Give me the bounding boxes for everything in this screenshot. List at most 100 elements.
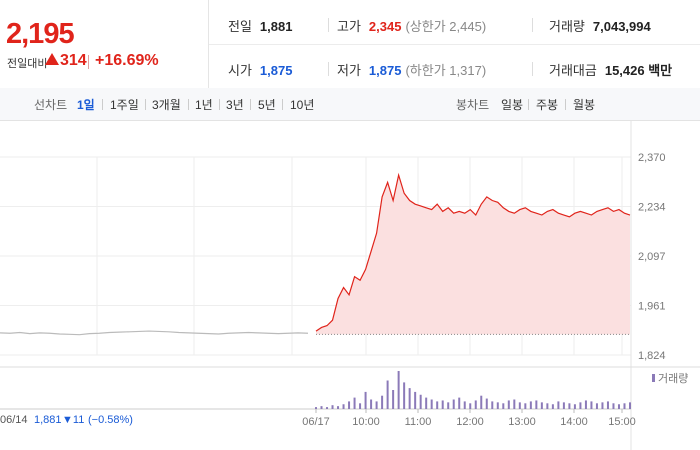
volume-bar	[397, 371, 400, 409]
volume-bar	[425, 397, 428, 409]
volume-bar	[573, 404, 576, 409]
volume-bar	[557, 401, 560, 409]
candle-chart-label: 봉차트	[456, 98, 490, 112]
divider	[565, 99, 566, 110]
volume-bar	[540, 402, 543, 409]
divider	[282, 99, 283, 110]
x-tick-label: 13:00	[508, 416, 536, 428]
day-low: 저가 1,875 (하한가 1,317)	[337, 63, 487, 78]
volume-bar	[606, 401, 609, 409]
tab-5y[interactable]: 5년	[258, 98, 276, 112]
line-chart-label: 선차트	[34, 98, 68, 112]
tab-daily-candle[interactable]: 일봉	[501, 98, 524, 112]
volume-bar	[452, 399, 455, 409]
volume-bar	[370, 399, 373, 409]
volume-bar	[584, 400, 587, 409]
volume-legend: 거래량	[658, 372, 688, 385]
divider	[88, 55, 89, 69]
volume-bar	[463, 401, 466, 409]
tab-10y[interactable]: 10년	[290, 98, 315, 112]
open-price: 시가 1,875	[228, 63, 293, 78]
volume-bar	[359, 403, 362, 409]
volume-bar	[507, 400, 510, 409]
y-tick-label: 2,097	[638, 251, 666, 263]
change-value: 314	[60, 52, 87, 69]
volume-bar	[381, 395, 384, 409]
volume-bar	[601, 402, 604, 409]
volume-bar	[524, 403, 527, 409]
quote-header: 2,195 전일대비 314 +16.69% 전일 1,881 고가 2,345 (상…	[0, 0, 700, 89]
volume-bar	[331, 405, 334, 409]
volume-bar	[414, 391, 417, 409]
change-percent: +16.69%	[95, 52, 159, 69]
tab-1w[interactable]: 1주일	[110, 98, 139, 112]
divider	[532, 62, 533, 76]
volume-bar	[458, 397, 461, 409]
volume-bar	[485, 398, 488, 409]
day-high: 고가 2,345 (상한가 2,445)	[337, 19, 487, 34]
current-price: 2,195	[6, 18, 75, 50]
y-tick-label: 1,961	[638, 301, 666, 313]
price-chart[interactable]: 2,370 2,234 2,097 1,961 1,824 거래량 06/17 10:00 11…	[0, 121, 700, 450]
volume-bar	[617, 404, 620, 409]
prev-day-close: 1,881	[34, 414, 62, 426]
volume-bar	[568, 403, 571, 409]
prev-day-change: ▼11	[62, 414, 85, 426]
tab-monthly-candle[interactable]: 월봉	[573, 98, 596, 112]
volume-bar	[480, 395, 483, 409]
volume-bar	[595, 403, 598, 409]
volume-bar	[629, 402, 631, 409]
volume-bar	[326, 407, 329, 409]
volume-bar	[491, 401, 494, 409]
series-area-today	[316, 175, 630, 335]
tab-3y[interactable]: 3년	[226, 98, 244, 112]
trade-amount: 거래대금 15,426 백만	[549, 63, 673, 78]
price-summary: 2,195 전일대비 314 +16.69%	[0, 0, 209, 88]
volume-bar	[590, 401, 593, 409]
volume-bar	[529, 401, 532, 409]
y-tick-label: 2,370	[638, 152, 666, 164]
volume-bar	[364, 391, 367, 409]
y-tick-label: 1,824	[638, 350, 666, 362]
volume-bar	[447, 402, 450, 409]
y-tick-label: 2,234	[638, 202, 666, 214]
volume-bar	[513, 399, 516, 409]
prev-day-date: 06/14	[0, 414, 28, 426]
volume-bar	[496, 402, 499, 409]
volume-bar	[474, 400, 477, 409]
volume-bar	[546, 403, 549, 409]
volume-bar	[535, 400, 538, 409]
volume-bar	[348, 401, 351, 409]
x-tick-label: 15:00	[608, 416, 636, 428]
volume-bar	[403, 382, 406, 409]
volume-bar	[562, 402, 565, 409]
volume-bar	[337, 406, 340, 409]
tab-1d[interactable]: 1일	[77, 98, 95, 112]
volume-bar	[315, 407, 317, 409]
volume-bar	[320, 406, 323, 409]
chart-tab-bar	[0, 88, 700, 121]
volume-bar	[469, 403, 472, 409]
tab-1y[interactable]: 1년	[195, 98, 213, 112]
tab-weekly-candle[interactable]: 주봉	[536, 98, 559, 112]
prev-close: 전일 1,881	[228, 19, 293, 34]
prev-day-percent: (−0.58%)	[88, 414, 133, 426]
divider	[328, 62, 329, 76]
x-tick-label: 06/17	[302, 416, 330, 428]
x-tick-label: 10:00	[352, 416, 380, 428]
divider	[219, 99, 220, 110]
volume-bar	[623, 403, 626, 409]
volume-bar	[386, 380, 389, 409]
divider	[188, 99, 189, 110]
volume-bar	[441, 400, 444, 409]
volume-bar	[342, 404, 345, 409]
tab-3m[interactable]: 3개월	[152, 98, 181, 112]
volume-bar	[551, 404, 554, 409]
volume-bar	[502, 403, 505, 409]
divider	[528, 99, 529, 110]
legend-swatch	[652, 374, 655, 382]
divider	[532, 18, 533, 32]
divider	[209, 44, 700, 45]
divider	[145, 99, 146, 110]
volume-bar	[579, 402, 582, 409]
